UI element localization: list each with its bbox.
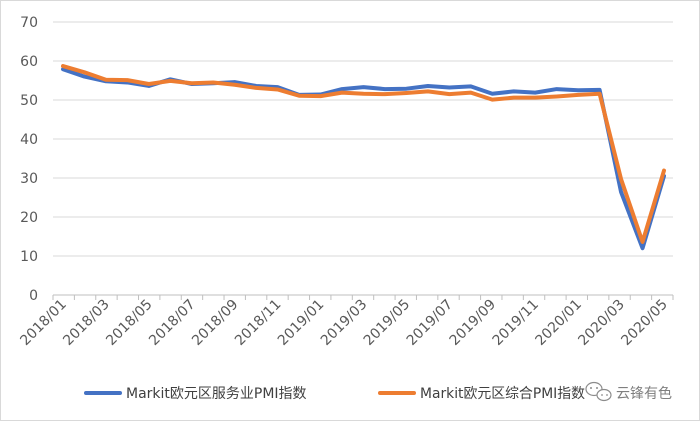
x-tick-label: 2018/05 — [103, 297, 155, 349]
y-tick-label: 50 — [20, 93, 38, 109]
gridlines — [53, 21, 673, 296]
x-axis: 2018/012018/032018/052018/072018/092018/… — [17, 294, 674, 349]
y-tick-label: 20 — [20, 210, 38, 226]
y-tick-label: 70 — [20, 15, 38, 31]
y-tick-label: 30 — [20, 171, 38, 187]
wechat-icon — [585, 381, 612, 402]
legend: Markit欧元区服务业PMI指数 Markit欧元区综合PMI指数 — [84, 386, 585, 402]
series-lines — [61, 64, 666, 251]
x-tick-label: 2020/01 — [533, 297, 585, 349]
x-tick-label: 2018/09 — [189, 297, 241, 349]
x-tick-label: 2019/05 — [361, 297, 413, 349]
x-tick-label: 2018/11 — [232, 297, 284, 349]
y-tick-label: 0 — [29, 288, 38, 304]
watermark: 云锋有色 — [585, 381, 672, 402]
x-tick-label: 2019/09 — [447, 297, 499, 349]
x-tick-label: 2020/03 — [575, 297, 627, 349]
x-tick-label: 2020/05 — [618, 297, 670, 349]
y-tick-label: 60 — [20, 54, 38, 70]
x-tick-label: 2018/07 — [146, 297, 198, 349]
x-tick-label: 2019/03 — [318, 297, 370, 349]
y-tick-label: 10 — [20, 249, 38, 265]
watermark-text: 云锋有色 — [616, 385, 672, 402]
legend-label-composite: Markit欧元区综合PMI指数 — [420, 386, 585, 402]
legend-label-services: Markit欧元区服务业PMI指数 — [126, 386, 307, 402]
x-tick-label: 2018/01 — [17, 297, 69, 349]
x-tick-label: 2019/07 — [404, 297, 456, 349]
y-tick-label: 40 — [20, 132, 38, 148]
series-line-1 — [61, 64, 666, 244]
y-axis: 0 10 20 30 40 50 60 70 — [20, 15, 38, 304]
x-tick-label: 2019/01 — [275, 297, 327, 349]
x-tick-label: 2018/03 — [60, 297, 112, 349]
x-tick-label: 2019/11 — [490, 297, 542, 349]
